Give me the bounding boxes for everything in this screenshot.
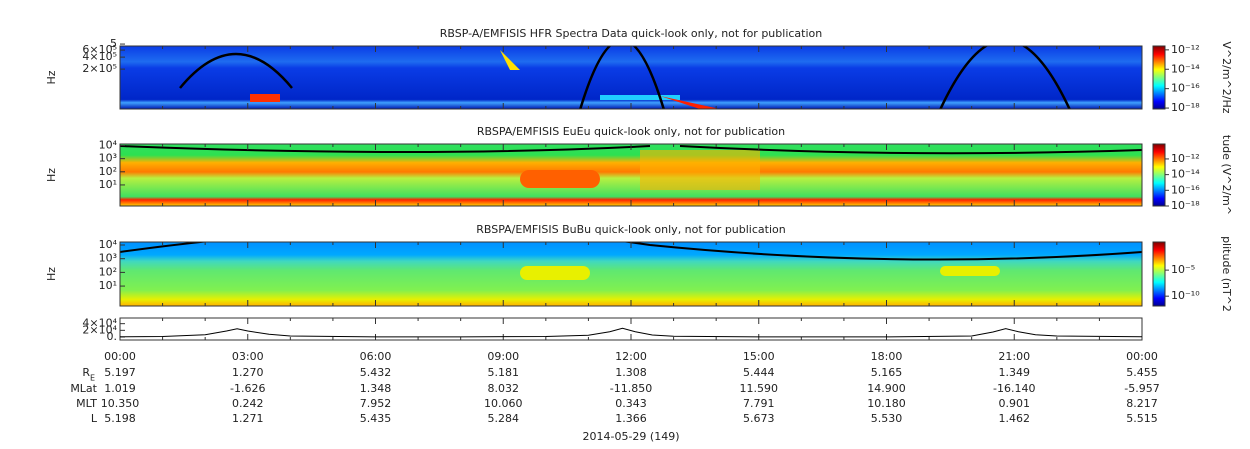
colorbar-2	[1153, 144, 1165, 206]
colorbar-1	[1153, 46, 1165, 109]
row-value: 10.060	[484, 397, 523, 410]
row-value: 10.180	[867, 397, 906, 410]
colorbar-frame	[1152, 45, 1166, 110]
row-value: 0.343	[615, 397, 647, 410]
data-line	[119, 327, 1143, 338]
row-value: 1.349	[999, 366, 1031, 379]
colorbar-tick-label: 10⁻¹⁴	[1171, 168, 1200, 181]
row-value: -5.957	[1124, 382, 1159, 395]
x-tick-label: 12:00	[615, 350, 647, 363]
row-label: R	[82, 366, 90, 379]
y-tick-label: 6×10⁵	[82, 43, 117, 56]
x-tick-label: 00:00	[104, 350, 136, 363]
panel-title: RBSP-A/EMFISIS HFR Spectra Data quick-lo…	[440, 27, 823, 40]
y-axis-label: Hz	[45, 70, 58, 84]
x-tick-label: 06:00	[360, 350, 392, 363]
row-value: 5.673	[743, 412, 775, 425]
row-label-subscript: E	[90, 374, 95, 383]
x-tick-label: 15:00	[743, 350, 775, 363]
row-value: 1.366	[615, 412, 647, 425]
panel-title: RBSPA/EMFISIS EuEu quick-look only, not …	[477, 125, 785, 138]
row-value: -11.850	[610, 382, 652, 395]
row-value: 5.435	[360, 412, 392, 425]
row-value: 5.432	[360, 366, 392, 379]
row-value: 1.462	[999, 412, 1031, 425]
row-value: 8.217	[1126, 397, 1158, 410]
colorbar-tick-label: 10⁻¹⁸	[1171, 101, 1200, 114]
row-value: 5.284	[488, 412, 520, 425]
colorbar-tick-label: 10⁻¹²	[1171, 43, 1200, 56]
row-value: 5.444	[743, 366, 775, 379]
row-value: 0.242	[232, 397, 264, 410]
spectrogram-1	[120, 46, 1142, 109]
date-label: 2014-05-29 (149)	[582, 430, 679, 443]
y-tick-label: 4×10⁵	[82, 50, 117, 63]
spectrogram-3	[120, 242, 1142, 306]
y-axis-label: Hz	[45, 267, 58, 281]
colorbar-tick-label: 10⁻¹⁴	[1171, 62, 1200, 75]
row-value: 0.901	[999, 397, 1031, 410]
row-label: L	[91, 412, 98, 425]
row-value: 1.270	[232, 366, 264, 379]
colorbar-label: plitude (nT^2	[1220, 236, 1233, 312]
row-label: MLT	[76, 397, 97, 410]
row-value: 5.197	[104, 366, 136, 379]
y-tick-label: 10⁴	[99, 238, 118, 251]
row-value: 14.900	[867, 382, 906, 395]
row-value: 5.515	[1126, 412, 1158, 425]
row-value: 5.530	[871, 412, 903, 425]
y-tick-label: 10¹	[99, 279, 117, 292]
y-tick-label: 10⁴	[99, 138, 118, 151]
colorbar-3	[1153, 242, 1165, 306]
x-tick-label: 09:00	[487, 350, 519, 363]
row-value: -16.140	[993, 382, 1035, 395]
colorbar-tick-label: 10⁻¹⁶	[1171, 82, 1200, 95]
row-value: 11.590	[740, 382, 779, 395]
row-label: MLat	[70, 382, 97, 395]
row-value: 5.198	[104, 412, 136, 425]
colorbar-label: tude (V^2/m^	[1220, 135, 1233, 215]
y-tick-label: 5	[110, 37, 117, 50]
colorbar-tick-label: 10⁻¹⁰	[1171, 289, 1200, 302]
colorbar-tick-label: 10⁻¹²	[1171, 152, 1200, 165]
row-value: 7.952	[360, 397, 392, 410]
colorbar-frame	[1152, 241, 1166, 307]
y-tick-label: 10³	[99, 152, 117, 165]
y-tick-label: 2×10⁵	[82, 62, 117, 75]
x-tick-label: 03:00	[232, 350, 264, 363]
row-value: 5.455	[1126, 366, 1158, 379]
x-tick-label: 00:00	[1126, 350, 1158, 363]
row-value: 1.019	[104, 382, 136, 395]
row-value: -1.626	[230, 382, 265, 395]
row-value: 5.181	[488, 366, 520, 379]
row-value: 5.165	[871, 366, 903, 379]
row-value: 1.308	[615, 366, 647, 379]
colorbar-tick-label: 10⁻¹⁸	[1171, 199, 1200, 212]
y-tick-label: 10³	[99, 252, 117, 265]
y-tick-label: 10²	[99, 265, 117, 278]
y-tick-label: 2×10⁴	[82, 323, 117, 336]
row-value: 1.271	[232, 412, 264, 425]
colorbar-tick-label: 10⁻¹⁶	[1171, 183, 1200, 196]
x-tick-label: 18:00	[871, 350, 903, 363]
colorbar-label: V^2/m^2/Hz	[1220, 41, 1233, 113]
colorbar-tick-label: 10⁻⁵	[1171, 263, 1195, 276]
row-value: 1.348	[360, 382, 392, 395]
spectrogram-2	[120, 144, 1142, 206]
y-tick-label: 10¹	[99, 178, 117, 191]
y-axis-label: Hz	[45, 168, 58, 182]
panel-title: RBSPA/EMFISIS BuBu quick-look only, not …	[476, 223, 786, 236]
row-value: 8.032	[488, 382, 520, 395]
y-tick-label: 0.	[107, 330, 118, 343]
row-value: 10.350	[101, 397, 140, 410]
y-tick-label: 4×10⁴	[82, 317, 117, 330]
row-value: 7.791	[743, 397, 775, 410]
x-tick-label: 21:00	[998, 350, 1030, 363]
y-tick-label: 10²	[99, 165, 117, 178]
